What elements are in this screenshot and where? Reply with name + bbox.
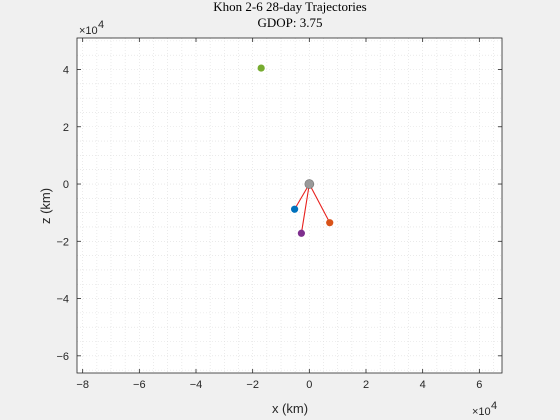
x-tick-label: −4: [190, 379, 203, 391]
y-tick-label: −6: [56, 351, 69, 363]
y-exponent-power: 4: [98, 19, 104, 31]
trajectory-link: [308, 183, 331, 223]
chart-title: Khon 2-6 28-day Trajectories: [213, 0, 366, 14]
y-tick-label: 0: [63, 179, 69, 191]
y-tick-label: −4: [56, 294, 69, 306]
plot-area: [77, 38, 502, 373]
y-exponent-base: ×10: [79, 25, 98, 37]
y-tick-label: −2: [56, 236, 69, 248]
x-exponent: ×10 4: [472, 400, 497, 418]
x-tick-label: −6: [133, 379, 146, 391]
central-body-marker: [304, 179, 315, 189]
y-axis-label: z (km): [38, 188, 53, 224]
x-tick-label: 4: [420, 379, 426, 391]
trajectory-markers: [257, 64, 334, 237]
x-axis-label: x (km): [272, 401, 308, 416]
trajectory-point: [257, 64, 265, 72]
trajectory-link: [294, 183, 310, 210]
x-exponent-base: ×10: [472, 406, 491, 418]
x-tick-label: −2: [246, 379, 259, 391]
x-tick-label: 0: [306, 379, 312, 391]
axes: −8 −6 −4 −2 0 2 4 6 −6 −4 −2 0 2 4: [56, 37, 503, 391]
grid: [77, 38, 502, 373]
x-exponent-power: 4: [491, 400, 497, 412]
trajectory-point: [291, 205, 299, 213]
trajectory-link: [300, 183, 310, 234]
y-exponent: ×10 4: [79, 19, 104, 37]
chart-subtitle: GDOP: 3.75: [257, 15, 322, 30]
axes-box: [76, 37, 503, 374]
trajectory-point: [297, 229, 305, 237]
x-tick-label: −8: [76, 379, 89, 391]
x-tick-label: 2: [363, 379, 369, 391]
x-tick-label: 6: [476, 379, 482, 391]
y-tick-label: 4: [63, 64, 69, 76]
trajectory-links: [294, 183, 331, 234]
y-tick-label: 2: [63, 122, 69, 134]
trajectory-point: [326, 219, 334, 227]
